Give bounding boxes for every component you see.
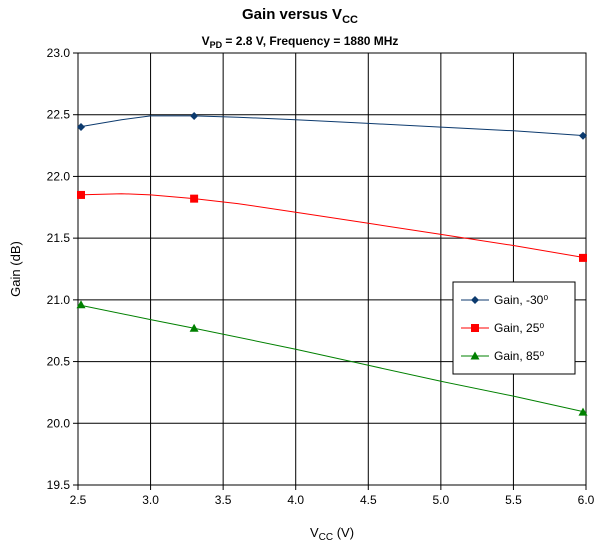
y-tick-label: 20.5 xyxy=(47,355,71,369)
legend-item: Gain, 25⁰ xyxy=(461,321,544,335)
y-tick-label: 22.5 xyxy=(47,108,71,122)
x-axis-ticks: 2.5 3.0 3.5 4.0 4.5 5.0 5.5 6.0 xyxy=(70,485,595,507)
legend-item: Gain, 85⁰ xyxy=(461,349,544,363)
plot-area xyxy=(77,52,587,486)
legend-marker xyxy=(471,324,479,332)
x-tick-label: 2.5 xyxy=(70,493,87,507)
data-point xyxy=(189,323,199,332)
series-1 xyxy=(77,190,587,262)
series-line xyxy=(77,193,587,259)
legend-label: Gain, 85⁰ xyxy=(494,349,544,363)
series-layer xyxy=(76,111,588,416)
legend-label: Gain, 25⁰ xyxy=(494,321,544,335)
legend: Gain, -30⁰ Gain, 25⁰ Gain, 85⁰ xyxy=(452,281,576,375)
data-point xyxy=(578,407,588,416)
legend-item: Gain, -30⁰ xyxy=(461,293,548,307)
legend-marker xyxy=(470,351,480,360)
data-point xyxy=(76,300,86,309)
data-point xyxy=(579,131,587,140)
series-line xyxy=(77,304,587,413)
chart-subtitle: VPD = 2.8 V, Frequency = 1880 MHz xyxy=(202,34,399,50)
x-axis-label: VCC (V) xyxy=(310,525,354,543)
legend-label: Gain, -30⁰ xyxy=(494,293,548,307)
data-point xyxy=(190,194,199,203)
data-point xyxy=(579,253,587,262)
x-tick-label: 5.0 xyxy=(433,493,450,507)
x-tick-label: 5.5 xyxy=(505,493,522,507)
x-tick-label: 4.0 xyxy=(287,493,304,507)
y-tick-label: 20.0 xyxy=(47,416,71,430)
grid xyxy=(77,52,587,486)
y-axis-ticks: 19.5 20.0 20.5 21.0 21.5 22.0 22.5 23.0 xyxy=(47,46,78,492)
x-tick-label: 3.5 xyxy=(215,493,232,507)
series-0 xyxy=(77,111,587,140)
x-tick-label: 6.0 xyxy=(578,493,595,507)
series-2 xyxy=(76,300,588,416)
data-point xyxy=(77,190,85,199)
data-point xyxy=(77,123,85,132)
x-tick-label: 4.5 xyxy=(360,493,377,507)
y-tick-label: 19.5 xyxy=(47,478,71,492)
legend-marker xyxy=(471,296,479,304)
y-tick-label: 22.0 xyxy=(47,169,71,183)
x-tick-label: 3.0 xyxy=(142,493,159,507)
y-tick-label: 21.0 xyxy=(47,293,71,307)
y-tick-label: 23.0 xyxy=(47,46,71,60)
y-axis-label: Gain (dB) xyxy=(8,241,23,297)
series-line xyxy=(77,115,587,137)
y-tick-label: 21.5 xyxy=(47,231,71,245)
chart-title: Gain versus VCC xyxy=(242,6,358,26)
data-point xyxy=(190,111,199,120)
